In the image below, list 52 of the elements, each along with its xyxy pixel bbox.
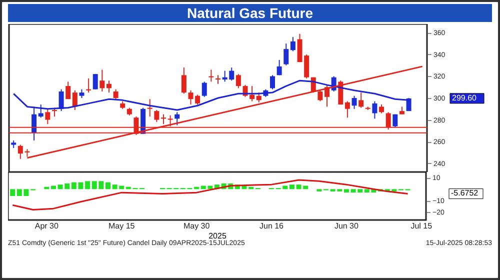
candlestick bbox=[66, 81, 71, 100]
candlestick bbox=[290, 36, 296, 52]
line-series bbox=[12, 179, 409, 210]
bar bbox=[105, 182, 110, 190]
candlestick bbox=[270, 74, 276, 90]
candlestick bbox=[358, 92, 364, 108]
candlestick bbox=[208, 69, 214, 82]
x-tick-label: Jul 15 bbox=[410, 222, 433, 230]
text: -5.6752 bbox=[451, 188, 479, 198]
candlestick bbox=[188, 90, 194, 106]
candlestick bbox=[352, 95, 357, 110]
candlestick bbox=[72, 90, 78, 110]
bar bbox=[10, 189, 16, 196]
candlestick bbox=[160, 114, 166, 125]
candlestick bbox=[284, 43, 289, 66]
x-tick-label: May 30 bbox=[183, 222, 210, 230]
candlestick bbox=[236, 74, 241, 89]
candlestick bbox=[318, 90, 323, 102]
candlestick bbox=[406, 98, 412, 112]
candlestick bbox=[372, 100, 378, 120]
bar bbox=[50, 186, 56, 190]
candlestick bbox=[100, 69, 105, 92]
candlestick bbox=[276, 59, 282, 76]
x-tick-label: Apr 30 bbox=[34, 222, 59, 230]
candlestick bbox=[154, 109, 160, 122]
candlestick bbox=[216, 74, 220, 84]
candlestick bbox=[58, 88, 64, 112]
candlestick bbox=[106, 80, 112, 94]
bar bbox=[344, 189, 349, 193]
x-tick-label: Jun 30 bbox=[334, 222, 360, 230]
candlestick bbox=[344, 100, 350, 118]
candlestick bbox=[392, 114, 398, 128]
x-tick-label: May 15 bbox=[108, 222, 136, 230]
candlestick bbox=[92, 74, 98, 90]
candlestick bbox=[256, 92, 262, 103]
candlestick bbox=[202, 81, 207, 98]
candlestick bbox=[45, 108, 50, 125]
bar bbox=[289, 184, 294, 190]
line-series bbox=[12, 80, 410, 111]
x-tick-label: Jun 16 bbox=[259, 222, 284, 230]
candlestick bbox=[86, 78, 92, 94]
candlestick bbox=[174, 112, 180, 126]
candlestick bbox=[147, 98, 152, 117]
x-axis-title: 2025 bbox=[208, 232, 227, 240]
candlestick bbox=[195, 94, 200, 106]
candlestick bbox=[181, 67, 186, 94]
candlestick bbox=[38, 104, 44, 118]
candlestick bbox=[113, 88, 118, 100]
bar bbox=[85, 181, 90, 190]
text: 299.60 bbox=[452, 93, 478, 102]
candlestick bbox=[32, 106, 37, 141]
chart-title: Natural Gas Future bbox=[8, 4, 492, 22]
